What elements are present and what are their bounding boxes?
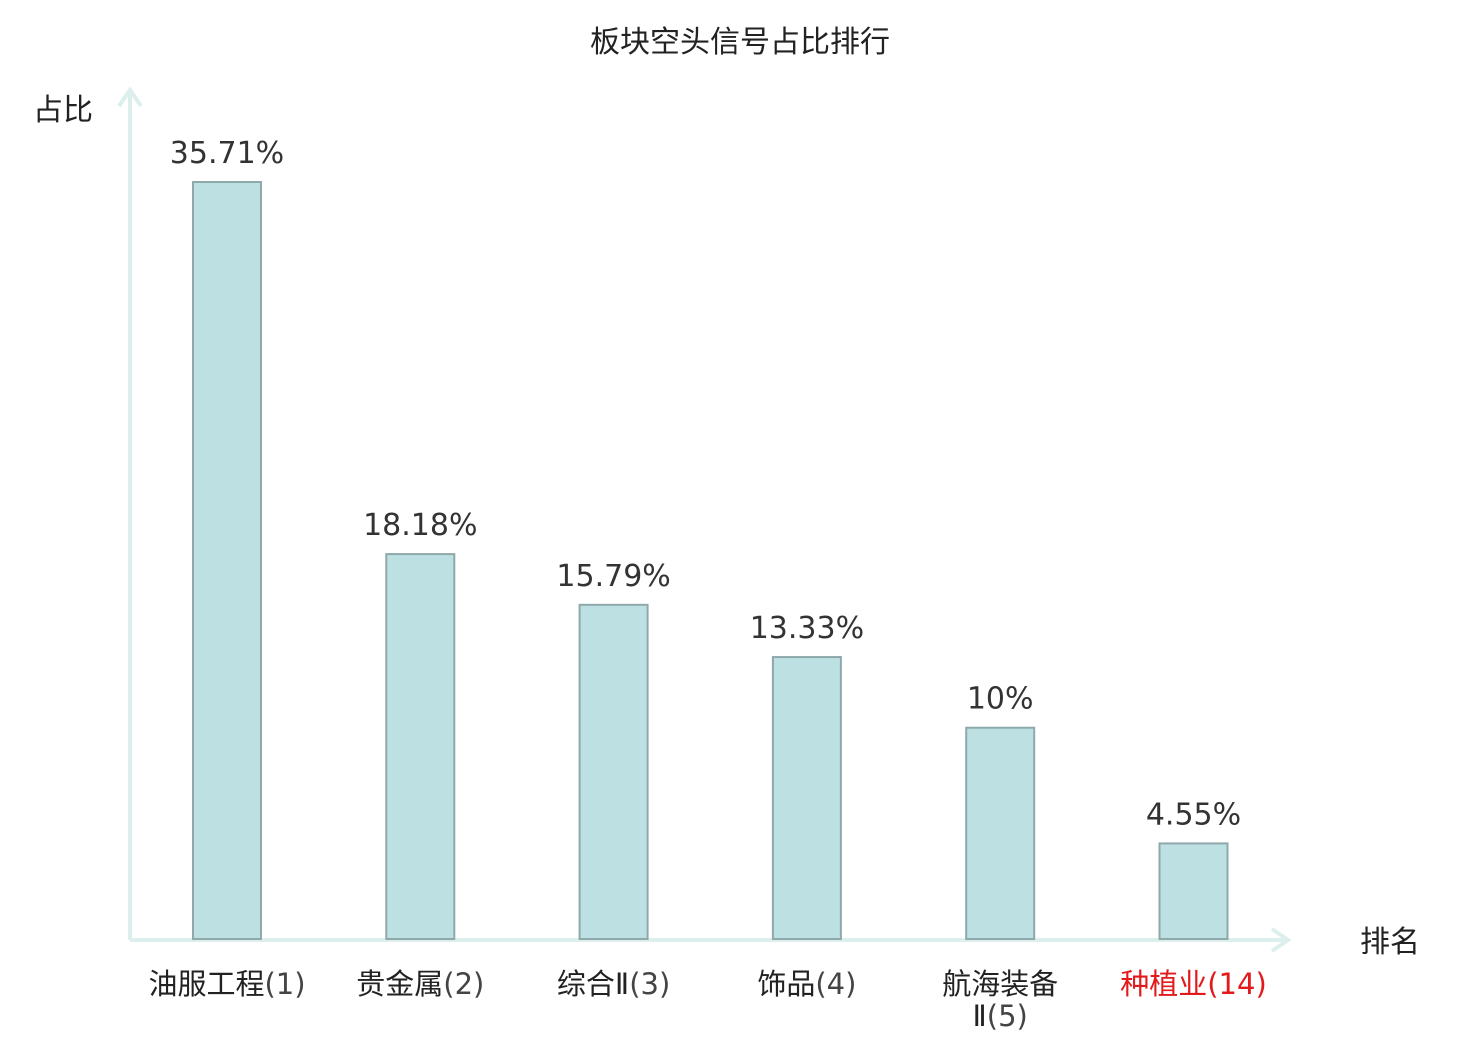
x-tick-label: 综合Ⅱ(3) <box>557 967 670 1001</box>
x-tick-label: 种植业(14) <box>1120 967 1267 1001</box>
x-tick-label: 饰品(4) <box>757 967 856 1001</box>
y-axis-label: 占比 <box>33 93 93 128</box>
bar <box>578 603 649 940</box>
bar <box>1158 842 1229 940</box>
bar <box>385 553 456 940</box>
chart-title: 板块空头信号占比排行 <box>590 25 890 60</box>
data-label: 18.18% <box>363 508 477 543</box>
data-label: 35.71% <box>170 136 284 171</box>
axes <box>117 86 1292 953</box>
data-label: 15.79% <box>556 559 670 594</box>
bar <box>965 726 1036 941</box>
y-axis-arrow-icon <box>117 86 143 108</box>
x-tick-label: 航海装备 <box>942 967 1058 1001</box>
data-label: 10% <box>967 682 1034 717</box>
x-tick-label: 油服工程(1) <box>148 967 305 1001</box>
bar <box>192 181 262 940</box>
bar-series <box>192 181 1229 941</box>
data-label: 4.55% <box>1146 797 1241 832</box>
x-tick-label: Ⅱ(5) <box>973 999 1028 1033</box>
x-axis-label: 排名 <box>1360 925 1420 960</box>
bar <box>771 656 842 940</box>
x-axis-arrow-icon <box>1270 927 1292 953</box>
data-label: 13.33% <box>750 611 864 646</box>
x-tick-label: 贵金属(2) <box>356 967 484 1001</box>
value-labels: 35.71% 18.18% 15.79% 13.33% 10% 4.55% <box>170 136 1241 832</box>
